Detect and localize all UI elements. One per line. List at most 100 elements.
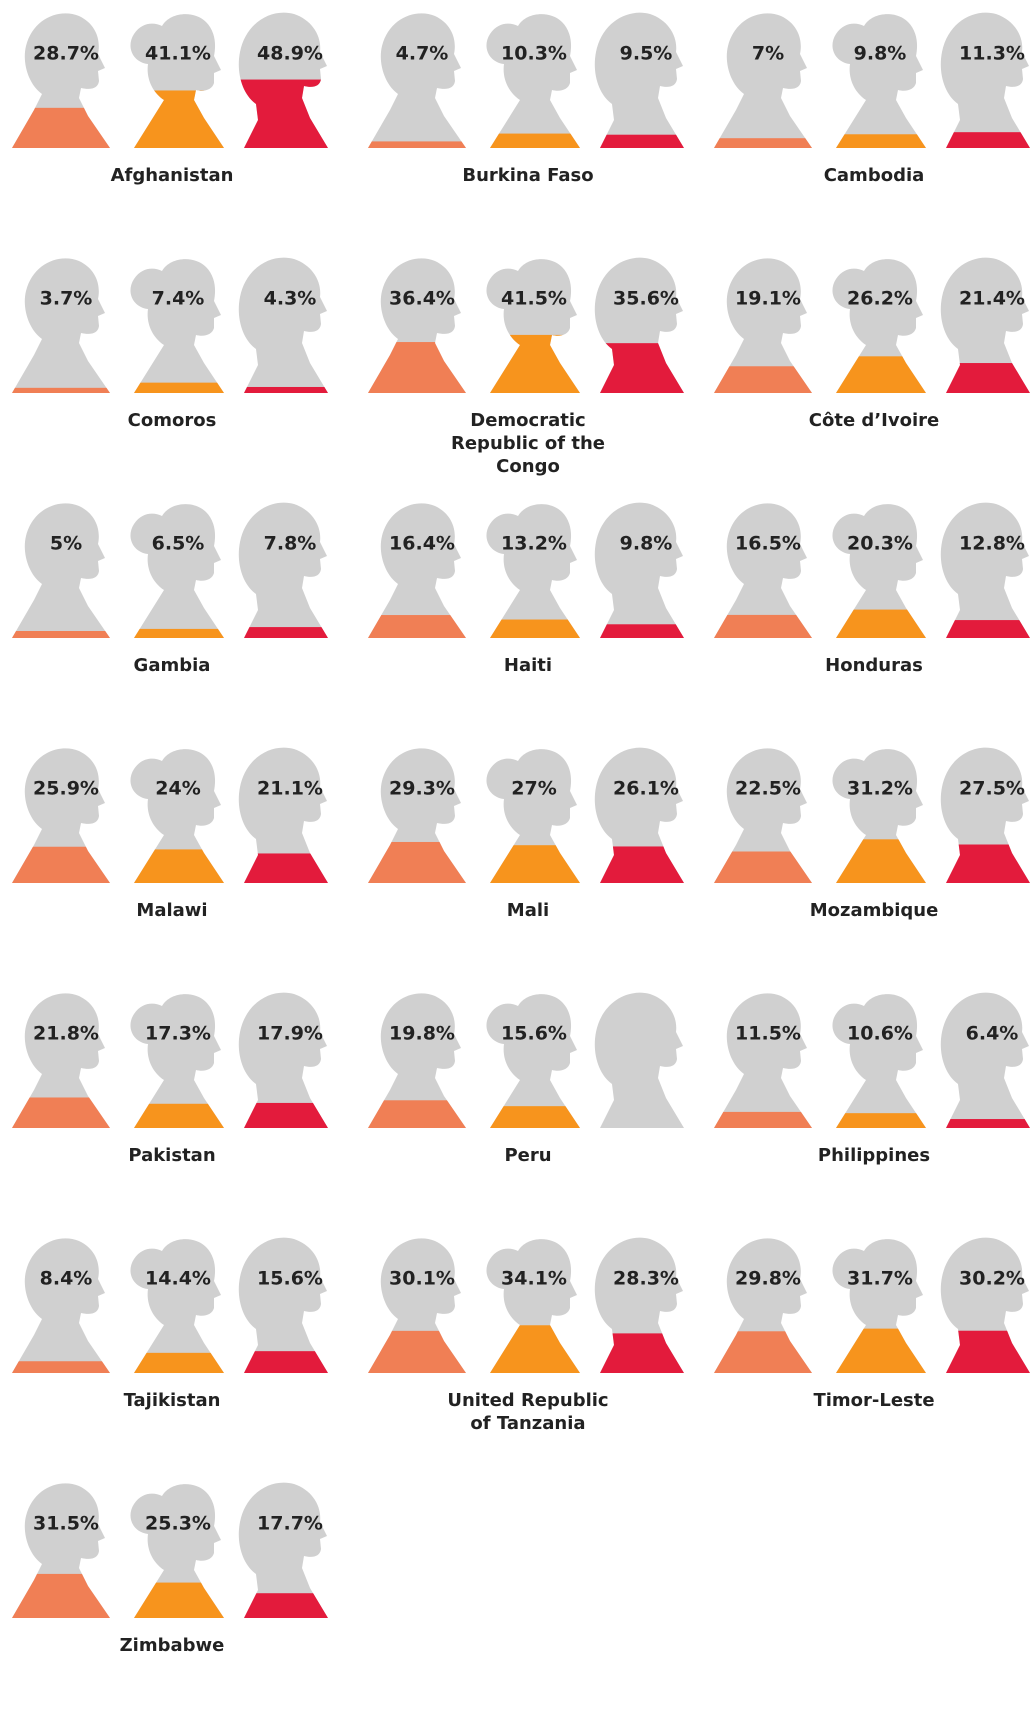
value-label: 28.7% xyxy=(33,43,99,65)
head: 16.4% xyxy=(368,503,468,638)
fill-level xyxy=(368,1331,468,1373)
country-label: Afghanistan xyxy=(42,164,302,187)
head-silhouette xyxy=(12,503,110,638)
head-silhouette xyxy=(12,1238,110,1373)
country-label: Gambia xyxy=(42,654,302,677)
head: 41.5% xyxy=(480,259,580,393)
head: 41.1% xyxy=(124,14,224,148)
head: 5% xyxy=(12,503,112,638)
head: 17.7% xyxy=(236,1483,336,1618)
value-label: 31.5% xyxy=(33,1513,99,1535)
head-silhouette xyxy=(595,503,684,638)
country-label: Philippines xyxy=(744,1144,1004,1167)
value-label: 16.4% xyxy=(389,533,455,555)
fill-level xyxy=(12,1574,112,1618)
fill-level xyxy=(592,1333,692,1373)
head: 17.3% xyxy=(124,994,224,1128)
value-label: 29.3% xyxy=(389,778,455,800)
head: 13.2% xyxy=(480,504,580,638)
value-label: 25.3% xyxy=(145,1513,211,1535)
head: 24% xyxy=(124,749,224,883)
country-label: Democratic Republic of the Congo xyxy=(398,409,658,478)
fill-level xyxy=(826,1329,926,1373)
country-label: Tajikistan xyxy=(42,1389,302,1412)
value-label: 13.2% xyxy=(501,533,567,555)
head: 27.5% xyxy=(938,748,1034,883)
head: 14.4% xyxy=(124,1239,224,1373)
value-label: 9.5% xyxy=(620,43,673,65)
fill-level xyxy=(368,141,468,148)
fill-level xyxy=(124,629,224,638)
head: 12.8% xyxy=(938,503,1034,638)
fill-level xyxy=(12,847,112,883)
fill-level xyxy=(480,1106,580,1128)
country-label: Honduras xyxy=(744,654,1004,677)
fill-level xyxy=(480,335,580,393)
head xyxy=(595,993,684,1128)
value-label: 19.8% xyxy=(389,1023,455,1045)
head-silhouette xyxy=(12,258,110,393)
value-label: 31.7% xyxy=(847,1268,913,1290)
head: 34.1% xyxy=(480,1239,580,1373)
head: 48.9% xyxy=(236,13,336,148)
value-label: 30.2% xyxy=(959,1268,1025,1290)
value-label: 21.8% xyxy=(33,1023,99,1045)
value-label: 30.1% xyxy=(389,1268,455,1290)
fill-level xyxy=(714,852,814,884)
head-silhouette xyxy=(832,14,926,148)
head: 7.4% xyxy=(124,259,224,393)
fill-level xyxy=(938,1331,1034,1373)
head: 22.5% xyxy=(714,748,814,883)
head-silhouette xyxy=(486,14,580,148)
fill-level xyxy=(124,1104,224,1128)
fill-level xyxy=(236,1593,336,1618)
head: 21.8% xyxy=(12,993,112,1128)
fill-level xyxy=(236,1103,336,1128)
fill-level xyxy=(12,108,112,148)
value-label: 7% xyxy=(752,43,784,65)
value-label: 3.7% xyxy=(40,288,93,310)
country-label: Cambodia xyxy=(744,164,1004,187)
fill-level xyxy=(714,1331,814,1373)
fill-level xyxy=(592,135,692,148)
fill-level xyxy=(480,845,580,883)
head: 19.1% xyxy=(714,258,814,393)
country-label: Timor-Leste xyxy=(744,1389,1004,1412)
country-label: Pakistan xyxy=(42,1144,302,1167)
head-silhouette xyxy=(130,504,224,638)
fill-level xyxy=(124,1583,224,1618)
value-label: 21.4% xyxy=(959,288,1025,310)
head: 29.3% xyxy=(368,748,468,883)
head-silhouette xyxy=(486,504,580,638)
head: 11.3% xyxy=(938,13,1034,148)
fill-level xyxy=(938,132,1034,148)
fill-level xyxy=(124,383,224,393)
value-label: 17.7% xyxy=(257,1513,323,1535)
head: 6.4% xyxy=(938,993,1034,1128)
fill-level xyxy=(592,343,692,393)
country-label: Zimbabwe xyxy=(42,1634,302,1657)
fill-level xyxy=(12,1097,112,1128)
fill-level xyxy=(826,610,926,638)
value-label: 25.9% xyxy=(33,778,99,800)
value-label: 4.7% xyxy=(396,43,449,65)
head: 21.4% xyxy=(938,258,1034,393)
fill-level xyxy=(826,134,926,148)
head-silhouette xyxy=(239,503,328,638)
value-label: 7.8% xyxy=(264,533,317,555)
fill-level xyxy=(938,620,1034,638)
value-label: 31.2% xyxy=(847,778,913,800)
country-label: Peru xyxy=(398,1144,658,1167)
head: 6.5% xyxy=(124,504,224,638)
head: 26.1% xyxy=(592,748,692,883)
fill-level xyxy=(368,615,468,638)
head: 28.3% xyxy=(592,1238,692,1373)
value-label: 16.5% xyxy=(735,533,801,555)
fill-level xyxy=(124,90,224,148)
head: 29.8% xyxy=(714,1238,814,1373)
value-label: 41.5% xyxy=(501,288,567,310)
head-silhouette xyxy=(714,13,812,148)
head: 10.3% xyxy=(480,14,580,148)
head: 30.1% xyxy=(368,1238,468,1373)
value-label: 15.6% xyxy=(501,1023,567,1045)
